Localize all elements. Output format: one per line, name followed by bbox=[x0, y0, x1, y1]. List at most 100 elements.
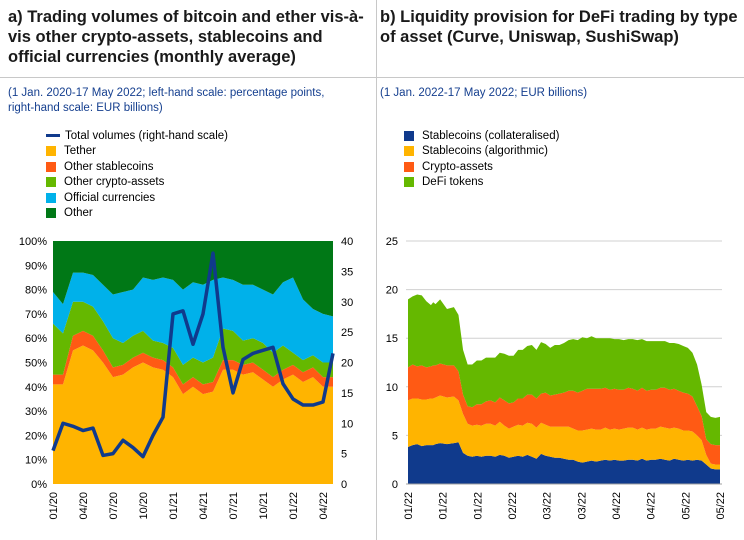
area-crypto-assets bbox=[408, 363, 720, 465]
area-official-currencies bbox=[53, 272, 333, 365]
legend-label: Official currencies bbox=[64, 191, 156, 204]
y-left-tick-label: 90% bbox=[25, 260, 47, 272]
area-other-stablecoins bbox=[53, 330, 333, 395]
legend-label: Stablecoins (algorithmic) bbox=[422, 145, 548, 158]
x-tick-label: 01/20 bbox=[48, 492, 60, 520]
panel-a-title: a) Trading volumes of bitcoin and ether … bbox=[8, 7, 372, 67]
panel-a-title-line: vis other crypto-assets, stablecoins and bbox=[8, 28, 323, 46]
x-tick-label: 04/22 bbox=[646, 492, 658, 520]
line-total-volumes bbox=[51, 251, 335, 459]
x-tick-label: 07/21 bbox=[228, 492, 240, 520]
x-tick-label: 01/22 bbox=[403, 492, 415, 520]
legend-item-algorithmic: Stablecoins (algorithmic) bbox=[404, 144, 559, 160]
panel-b-subtitle-line: (1 Jan. 2022-17 May 2022; EUR billions) bbox=[380, 87, 588, 99]
chart-a: 0% 10% 20% 30% 40% 50% 60% 70% 80% 90% 100% 0 5 10 15 2… bbox=[19, 236, 353, 520]
legend-label: Other crypto-assets bbox=[64, 176, 165, 189]
x-tick-label: 03/22 bbox=[542, 492, 554, 520]
x-tick-label: 07/20 bbox=[108, 492, 120, 520]
legend-item-tether: Tether bbox=[46, 144, 228, 160]
y-right-tick-label: 40 bbox=[341, 236, 353, 248]
legend-line-swatch bbox=[46, 134, 60, 138]
x-tick-label: 01/21 bbox=[168, 492, 180, 520]
area-stablecoins-collateralised bbox=[408, 442, 720, 484]
panel-b-subtitle: (1 Jan. 2022-17 May 2022; EUR billions) bbox=[380, 86, 740, 101]
x-tick-label: 05/22 bbox=[680, 492, 692, 520]
legend-label: Total volumes (right-hand scale) bbox=[65, 129, 228, 142]
y-left-tick-label: 40% bbox=[25, 382, 47, 394]
legend-label: DeFi tokens bbox=[422, 176, 484, 189]
legend-swatch bbox=[46, 146, 56, 157]
x-tick-label: 04/22 bbox=[611, 492, 623, 520]
y-right-tick-label: 35 bbox=[341, 266, 353, 278]
y-tick-label: 10 bbox=[386, 382, 398, 394]
legend-swatch bbox=[46, 192, 56, 203]
legend-label: Other bbox=[64, 207, 93, 220]
y-left-tick-label: 50% bbox=[25, 358, 47, 370]
legend-item-other: Other bbox=[46, 206, 228, 222]
legend-item-collateralised: Stablecoins (collateralised) bbox=[404, 128, 559, 144]
y-right-tick-label: 5 bbox=[341, 449, 347, 461]
legend-swatch bbox=[46, 208, 56, 219]
legend-item-other-stablecoins: Other stablecoins bbox=[46, 159, 228, 175]
legend-swatch bbox=[404, 130, 414, 141]
legend-swatch bbox=[404, 146, 414, 157]
legend-item-crypto-assets: Crypto-assets bbox=[404, 159, 559, 175]
area-defi-tokens bbox=[408, 294, 720, 446]
legend-label: Tether bbox=[64, 145, 96, 158]
y-right-tick-label: 20 bbox=[341, 358, 353, 370]
y-right-tick-label: 25 bbox=[341, 327, 353, 339]
panel-a-subtitle-line: (1 Jan. 2020-17 May 2022; left-hand scal… bbox=[8, 87, 325, 99]
header-divider-right bbox=[377, 77, 744, 78]
panel-a-subtitle-line: right-hand scale: EUR billions) bbox=[8, 102, 163, 114]
x-tick-label: 10/21 bbox=[258, 492, 270, 520]
y-tick-label: 25 bbox=[386, 236, 398, 248]
x-tick-label: 05/22 bbox=[715, 492, 727, 520]
panel-a-title-line: official currencies (monthly average) bbox=[8, 48, 296, 66]
y-right-tick-label: 10 bbox=[341, 418, 353, 430]
legend-item-defi-tokens: DeFi tokens bbox=[404, 175, 559, 191]
legend-label: Stablecoins (collateralised) bbox=[422, 129, 560, 142]
y-left-tick-label: 10% bbox=[25, 455, 47, 467]
x-tick-label: 03/22 bbox=[576, 492, 588, 520]
x-tick-label: 10/20 bbox=[138, 492, 150, 520]
panel-divider-vertical bbox=[376, 0, 377, 540]
area-other bbox=[53, 241, 333, 317]
legend-item-other-crypto-assets: Other crypto-assets bbox=[46, 175, 228, 191]
y-left-tick-label: 20% bbox=[25, 430, 47, 442]
y-right-tick-label: 0 bbox=[341, 479, 347, 491]
x-tick-label: 04/21 bbox=[198, 492, 210, 520]
y-left-tick-label: 0% bbox=[31, 479, 47, 491]
panel-b-title: b) Liquidity provision for DeFi trading … bbox=[380, 7, 740, 47]
legend-item-total-volumes: Total volumes (right-hand scale) bbox=[46, 128, 228, 144]
x-tick-label: 04/20 bbox=[78, 492, 90, 520]
header-divider-left bbox=[0, 77, 376, 78]
x-tick-label: 02/22 bbox=[507, 492, 519, 520]
legend-label: Crypto-assets bbox=[422, 160, 493, 173]
panel-a-title-line: a) Trading volumes of bitcoin and ether … bbox=[8, 8, 364, 26]
y-tick-label: 5 bbox=[392, 430, 398, 442]
y-left-tick-label: 70% bbox=[25, 309, 47, 321]
area-stablecoins-algorithmic bbox=[408, 395, 720, 470]
legend-swatch bbox=[46, 177, 56, 188]
x-tick-label: 01/22 bbox=[438, 492, 450, 520]
panel-b-title-line: b) Liquidity provision for DeFi trading … bbox=[380, 8, 738, 26]
legend-item-official-currencies: Official currencies bbox=[46, 190, 228, 206]
area-tether bbox=[53, 345, 333, 484]
x-tick-label: 01/22 bbox=[472, 492, 484, 520]
legend-swatch bbox=[404, 161, 414, 172]
y-right-tick-label: 15 bbox=[341, 388, 353, 400]
legend-swatch bbox=[46, 161, 56, 172]
x-tick-label: 01/22 bbox=[288, 492, 300, 520]
legend-label: Other stablecoins bbox=[64, 160, 154, 173]
area-other-crypto-assets bbox=[53, 301, 333, 385]
legend-swatch bbox=[404, 177, 414, 188]
y-tick-label: 0 bbox=[392, 479, 398, 491]
x-tick-label: 04/22 bbox=[318, 492, 330, 520]
panel-b-title-line: of asset (Curve, Uniswap, SushiSwap) bbox=[380, 28, 679, 46]
y-right-tick-label: 30 bbox=[341, 297, 353, 309]
legend-a: Total volumes (right-hand scale) Tether … bbox=[46, 128, 228, 221]
y-left-tick-label: 100% bbox=[19, 236, 47, 248]
y-left-tick-label: 60% bbox=[25, 333, 47, 345]
y-tick-label: 20 bbox=[386, 285, 398, 297]
